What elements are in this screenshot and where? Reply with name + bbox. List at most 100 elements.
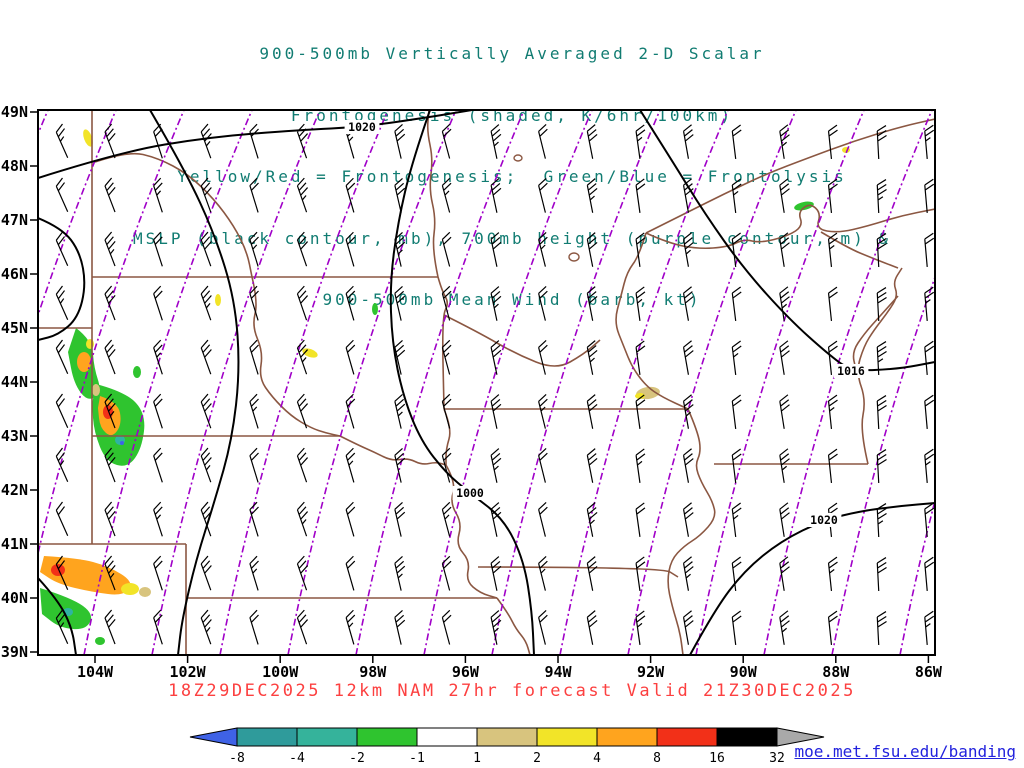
wind-barb bbox=[827, 124, 838, 159]
title-line-5: 900-500mb Mean Wind (barb, kt) bbox=[322, 290, 702, 309]
colorbar-tick-label: 8 bbox=[653, 751, 661, 766]
wind-barb bbox=[249, 447, 259, 483]
wind-barb bbox=[104, 339, 116, 375]
purple-contour bbox=[491, 110, 661, 655]
colorbar-segment bbox=[416, 727, 478, 747]
wind-barb bbox=[924, 340, 935, 375]
colorbar-tick-label: -2 bbox=[349, 751, 365, 766]
wind-barb bbox=[153, 285, 163, 321]
wind-barb bbox=[731, 502, 742, 537]
lat-tick-label: 43N bbox=[1, 427, 28, 445]
wind-barb bbox=[296, 447, 309, 483]
wind-barb bbox=[586, 124, 598, 159]
wind-barb bbox=[876, 557, 887, 592]
wind-barb bbox=[635, 232, 646, 267]
wind-barb bbox=[827, 286, 838, 321]
wind-barb bbox=[682, 124, 694, 159]
wind-barb bbox=[200, 285, 212, 321]
colorbar-tick-label: 4 bbox=[593, 751, 601, 766]
wind-barb bbox=[779, 340, 790, 375]
colorbar-segment bbox=[596, 727, 658, 747]
lon-tick-label: 100W bbox=[262, 663, 299, 681]
wind-barb bbox=[345, 447, 356, 483]
wind-barb bbox=[153, 339, 163, 375]
wind-barb bbox=[345, 339, 356, 375]
wind-barb bbox=[682, 610, 694, 645]
wind-barb bbox=[394, 232, 406, 267]
wind-barb bbox=[876, 449, 887, 484]
wind-barb bbox=[104, 285, 116, 321]
colorbar-segment bbox=[356, 727, 418, 747]
colorbar-segment bbox=[296, 727, 358, 747]
wind-barb bbox=[153, 123, 163, 159]
wind-barb bbox=[200, 447, 212, 483]
colorbar-segment bbox=[236, 727, 298, 747]
wind-barb bbox=[55, 123, 69, 159]
purple-contour bbox=[831, 274, 935, 655]
colorbar-tick-label: 2 bbox=[533, 751, 541, 766]
mslp-contour bbox=[689, 502, 935, 655]
wind-barb bbox=[441, 285, 452, 321]
purple-contour bbox=[559, 110, 729, 655]
wind-barb bbox=[104, 501, 116, 537]
wind-barb bbox=[635, 556, 646, 591]
wind-barb bbox=[682, 232, 694, 267]
wind-barb bbox=[249, 501, 259, 537]
lon-tick-label: 86W bbox=[915, 663, 943, 681]
wind-barb bbox=[779, 124, 790, 159]
wind-barb bbox=[345, 231, 356, 267]
wind-barb bbox=[682, 502, 694, 537]
wind-barb bbox=[249, 177, 259, 213]
wind-barb bbox=[296, 501, 309, 537]
wind-barb bbox=[296, 231, 309, 267]
wind-barb bbox=[345, 609, 356, 645]
wind-barb bbox=[394, 340, 406, 375]
wind-barb bbox=[249, 339, 259, 375]
colorbar-tick-label: 16 bbox=[709, 751, 725, 766]
purple-contour bbox=[38, 110, 185, 557]
wind-barb bbox=[635, 340, 646, 375]
wind-barb bbox=[296, 555, 309, 591]
wind-barb bbox=[586, 178, 598, 213]
wind-barb bbox=[394, 178, 406, 213]
colorbar-segment bbox=[656, 727, 718, 747]
wind-barb bbox=[731, 610, 742, 645]
wind-barb bbox=[876, 179, 887, 214]
wind-barb bbox=[924, 502, 935, 537]
mslp-contour bbox=[38, 217, 86, 341]
wind-barb bbox=[394, 286, 406, 321]
purple-contour bbox=[83, 110, 253, 655]
wind-barb bbox=[635, 502, 646, 537]
wind-barb bbox=[55, 339, 69, 375]
banding-link[interactable]: moe.met.fsu.edu/banding bbox=[794, 742, 1016, 761]
wind-barb bbox=[682, 394, 694, 429]
wind-barb bbox=[635, 610, 646, 645]
wind-barb bbox=[586, 286, 598, 321]
wind-barb bbox=[394, 502, 406, 537]
lon-tick-label: 94W bbox=[544, 663, 572, 681]
wind-barb bbox=[538, 231, 548, 267]
lon-tick-label: 90W bbox=[730, 663, 758, 681]
purple-contour bbox=[355, 110, 525, 655]
mslp-contour bbox=[389, 110, 535, 655]
lon-tick-label: 96W bbox=[452, 663, 480, 681]
wind-barb bbox=[200, 177, 212, 213]
wind-barb bbox=[104, 177, 116, 213]
wind-barb bbox=[394, 394, 406, 429]
lat-tick-label: 44N bbox=[1, 373, 28, 391]
wind-barb bbox=[249, 555, 259, 591]
wind-barb bbox=[104, 555, 116, 591]
lat-tick-label: 42N bbox=[1, 481, 28, 499]
wind-barb bbox=[394, 610, 406, 645]
mslp-label: 1016 bbox=[837, 364, 865, 378]
wind-barb bbox=[779, 286, 790, 321]
wind-barb bbox=[538, 555, 548, 591]
wind-barb bbox=[55, 447, 69, 483]
wind-barb bbox=[296, 123, 309, 159]
wind-barb bbox=[538, 393, 548, 429]
mslp-contour bbox=[149, 110, 240, 655]
wind-barb bbox=[441, 447, 452, 483]
wind-barb bbox=[200, 609, 212, 645]
lat-tick-label: 48N bbox=[1, 157, 28, 175]
wind-barb bbox=[827, 232, 838, 267]
